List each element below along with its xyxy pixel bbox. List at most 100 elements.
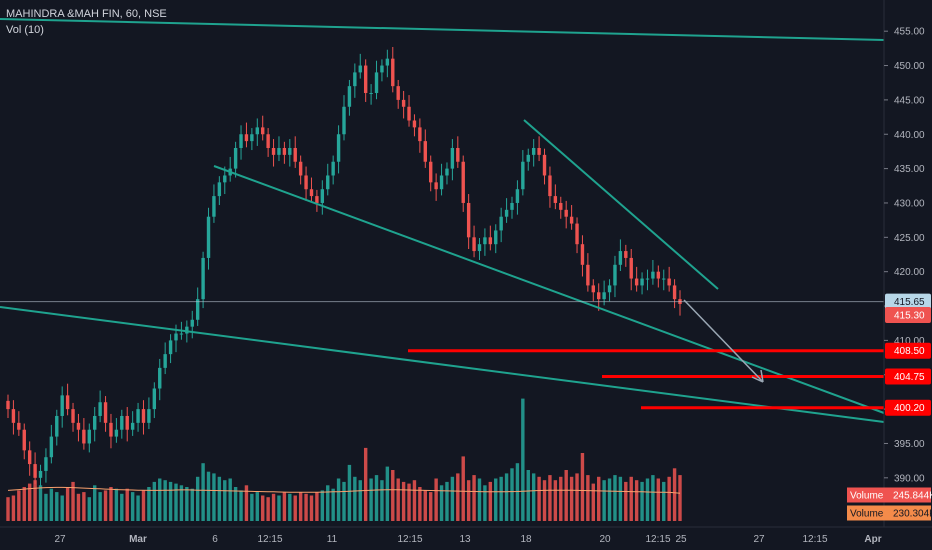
chart-legend: MAHINDRA &MAH FIN, 60, NSE Vol (10): [6, 6, 167, 38]
volume-bar: [22, 487, 26, 521]
volume-bar: [472, 475, 476, 521]
volume-bar: [239, 490, 243, 521]
volume-bar: [255, 492, 259, 521]
candle-body: [445, 168, 449, 176]
candle-body: [336, 134, 341, 162]
candle-body: [271, 147, 276, 155]
candle-body: [531, 147, 536, 155]
volume-layer: [6, 398, 682, 521]
candle-body: [575, 223, 579, 245]
candle-body: [261, 127, 265, 135]
volume-bar: [326, 485, 330, 521]
candle-body: [597, 292, 601, 300]
volume-bar: [445, 481, 449, 521]
volume-bar: [629, 476, 633, 521]
candle-body: [342, 106, 346, 135]
candle-body: [49, 436, 54, 458]
volume-bar: [120, 493, 124, 521]
candle-body: [309, 189, 314, 197]
volume-bar: [282, 492, 287, 521]
volume-bar: [553, 480, 558, 521]
candle-body: [6, 400, 10, 410]
level-price-tag-bg: [885, 368, 931, 385]
volume-bar: [65, 487, 70, 521]
candle-body: [136, 409, 140, 423]
volume-tag-value: 230.304K: [893, 509, 932, 520]
candle-body: [179, 333, 184, 335]
candle-body: [93, 415, 97, 430]
volume-bar: [477, 478, 482, 521]
volume-tag-name: Volume MA: [850, 509, 901, 520]
volume-bar: [374, 475, 379, 521]
candle-body: [206, 216, 211, 258]
volume-bar: [244, 485, 249, 521]
volume-bar: [391, 470, 395, 521]
candle-body: [244, 134, 249, 142]
candle-body: [82, 429, 86, 444]
price-tick-label: 435.00: [894, 164, 925, 175]
symbol-title: MAHINDRA &MAH FIN, 60, NSE: [6, 8, 167, 20]
level-price-tag-bg: [885, 399, 931, 416]
volume-bar: [607, 478, 612, 521]
volume-bar: [266, 497, 270, 521]
candle-body: [266, 134, 270, 148]
volume-bar: [125, 488, 129, 521]
volume-bar: [298, 492, 303, 521]
volume-bar: [358, 480, 362, 521]
time-tick-label: Apr: [864, 534, 881, 545]
volume-bar: [380, 480, 384, 521]
volume-bar: [515, 463, 520, 521]
volume-ma-line: [7, 486, 681, 494]
candle-body: [607, 285, 612, 293]
candle-body: [147, 409, 151, 423]
time-tick-label: 27: [54, 534, 66, 545]
last-price-tag-bg: [885, 293, 931, 310]
candle-body: [391, 58, 395, 87]
candle-body: [11, 409, 16, 423]
trendline: [0, 18, 885, 41]
candle-body: [651, 271, 655, 279]
level-price-tag-bg: [885, 342, 931, 359]
volume-bar: [82, 492, 86, 521]
volume-bar: [656, 478, 661, 521]
candle-body: [412, 120, 417, 128]
candle-body: [629, 257, 633, 279]
volume-bar: [336, 478, 341, 521]
candle-body: [255, 127, 259, 135]
candle-body: [672, 285, 677, 300]
volume-bar: [320, 490, 325, 521]
candle-body: [407, 106, 411, 121]
candle-body: [374, 72, 379, 94]
level-price-tag: 408.50: [894, 346, 925, 357]
volume-bar: [662, 481, 666, 521]
candle-body: [369, 93, 373, 95]
candle-body: [461, 161, 465, 203]
candle-body: [483, 237, 487, 245]
candle-body: [667, 278, 671, 286]
candle-body: [380, 65, 384, 73]
volume-bar: [499, 476, 503, 521]
volume-bar: [439, 485, 444, 521]
volume-bar: [304, 493, 308, 521]
volume-bar: [147, 487, 151, 521]
volume-bar: [494, 478, 498, 521]
price-tick-label: 430.00: [894, 198, 925, 209]
time-tick-label: 25: [675, 534, 687, 545]
candle-body: [304, 175, 308, 190]
volume-bar: [342, 481, 346, 521]
candle-body: [634, 278, 639, 286]
volume-bar: [179, 485, 184, 521]
candle-body: [499, 216, 503, 231]
close-price-tag-bg: [885, 306, 931, 323]
price-tick-label: 395.00: [894, 439, 925, 450]
candle-body: [510, 202, 514, 210]
volume-bar: [38, 485, 43, 521]
candle-body: [250, 134, 254, 142]
price-tick-label: 410.00: [894, 336, 925, 347]
candle-layer: [6, 46, 682, 487]
volume-bar: [206, 471, 211, 521]
volume-bar: [401, 481, 406, 521]
volume-bar: [288, 493, 292, 521]
time-tick-label: 12:15: [645, 534, 670, 545]
